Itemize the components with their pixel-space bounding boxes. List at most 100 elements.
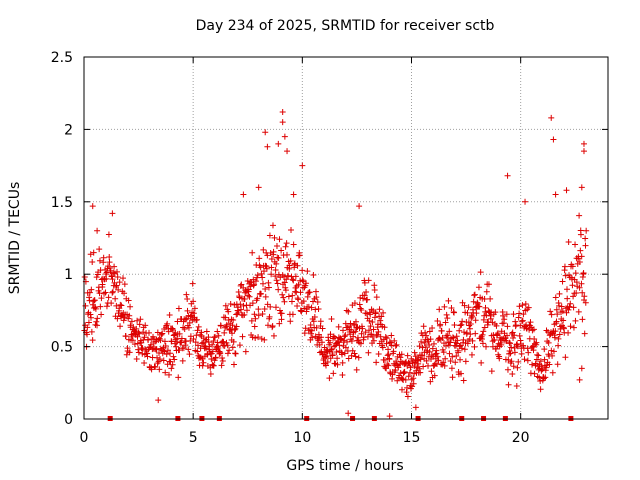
data-point bbox=[156, 366, 163, 373]
data-point bbox=[146, 329, 153, 336]
data-point bbox=[460, 336, 467, 343]
data-point bbox=[278, 316, 285, 323]
data-point bbox=[485, 281, 492, 288]
data-point bbox=[94, 315, 101, 322]
data-point bbox=[109, 210, 116, 217]
data-point bbox=[335, 323, 342, 330]
data-point bbox=[510, 335, 517, 342]
data-point bbox=[87, 311, 94, 318]
data-point bbox=[189, 280, 196, 287]
data-point bbox=[126, 349, 133, 356]
data-point bbox=[208, 356, 215, 363]
data-point bbox=[159, 330, 166, 337]
data-point bbox=[160, 357, 167, 364]
data-point bbox=[562, 354, 569, 361]
data-point bbox=[357, 340, 364, 347]
data-point bbox=[373, 359, 380, 366]
data-point bbox=[317, 318, 324, 325]
data-point bbox=[341, 333, 348, 340]
data-point bbox=[115, 286, 122, 293]
data-point bbox=[187, 337, 194, 344]
data-point bbox=[399, 376, 406, 383]
data-point bbox=[427, 336, 434, 343]
data-point bbox=[469, 313, 476, 320]
data-point bbox=[307, 322, 314, 329]
data-point bbox=[493, 322, 500, 329]
data-point bbox=[442, 342, 449, 349]
data-point bbox=[296, 252, 303, 259]
data-point bbox=[109, 276, 116, 283]
data-point bbox=[404, 384, 411, 391]
data-point bbox=[261, 305, 268, 312]
data-point bbox=[466, 322, 473, 329]
data-point bbox=[527, 319, 534, 326]
data-point bbox=[422, 329, 429, 336]
data-point bbox=[446, 328, 453, 335]
data-point bbox=[410, 380, 417, 387]
data-point bbox=[393, 358, 400, 365]
data-point bbox=[256, 255, 263, 262]
data-point bbox=[137, 316, 144, 323]
data-point bbox=[554, 361, 561, 368]
data-point bbox=[218, 362, 225, 369]
data-point bbox=[117, 301, 124, 308]
data-point bbox=[183, 291, 190, 298]
data-point bbox=[516, 332, 523, 339]
data-point bbox=[375, 351, 382, 358]
data-point bbox=[384, 352, 391, 359]
data-point bbox=[131, 341, 138, 348]
data-point bbox=[412, 404, 419, 411]
data-point bbox=[503, 311, 510, 318]
data-point bbox=[148, 366, 155, 373]
data-point bbox=[274, 280, 281, 287]
data-point bbox=[184, 295, 191, 302]
data-point bbox=[311, 313, 318, 320]
data-point bbox=[136, 330, 143, 337]
data-point bbox=[438, 327, 445, 334]
data-point bbox=[549, 352, 556, 359]
data-point bbox=[390, 348, 397, 355]
data-point bbox=[295, 281, 302, 288]
data-point bbox=[290, 191, 297, 198]
data-point bbox=[235, 309, 242, 316]
data-point bbox=[241, 296, 248, 303]
data-point bbox=[336, 342, 343, 349]
data-point bbox=[313, 294, 320, 301]
data-point bbox=[181, 326, 188, 333]
data-point bbox=[98, 311, 105, 318]
data-point bbox=[373, 294, 380, 301]
data-point bbox=[347, 320, 354, 327]
data-point bbox=[442, 319, 449, 326]
data-point bbox=[112, 295, 119, 302]
data-point bbox=[117, 323, 124, 330]
data-point bbox=[230, 361, 237, 368]
data-point bbox=[567, 323, 574, 330]
data-point bbox=[180, 345, 187, 352]
data-point bbox=[405, 373, 412, 380]
data-point bbox=[301, 330, 308, 337]
data-point bbox=[85, 319, 92, 326]
data-point bbox=[531, 370, 538, 377]
data-point bbox=[135, 346, 142, 353]
data-point bbox=[373, 332, 380, 339]
data-point bbox=[90, 298, 97, 305]
data-point bbox=[392, 342, 399, 349]
data-point bbox=[365, 349, 372, 356]
data-point bbox=[285, 293, 292, 300]
data-point bbox=[174, 318, 181, 325]
data-point bbox=[315, 337, 322, 344]
data-point bbox=[377, 333, 384, 340]
data-point bbox=[377, 317, 384, 324]
data-point bbox=[229, 330, 236, 337]
data-point bbox=[401, 368, 408, 375]
data-point bbox=[507, 350, 514, 357]
data-point bbox=[513, 382, 520, 389]
y-axis-label: SRMTID / TECUs bbox=[7, 182, 23, 295]
data-point bbox=[399, 386, 406, 393]
data-point bbox=[366, 327, 373, 334]
data-point bbox=[232, 350, 239, 357]
data-point bbox=[154, 329, 161, 336]
data-point bbox=[140, 329, 147, 336]
data-point bbox=[215, 332, 222, 339]
data-point bbox=[94, 227, 101, 234]
